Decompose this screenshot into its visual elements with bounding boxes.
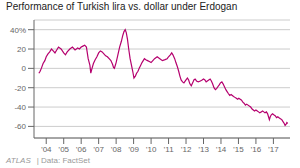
html-text:ATLAS: ATLAS (6, 156, 31, 165)
svg-text:’15: ’15 (233, 145, 244, 154)
svg-text:’08: ’08 (111, 145, 122, 154)
svg-text:’10: ’10 (146, 145, 157, 154)
svg-text:’09: ’09 (128, 145, 139, 154)
svg-text:’04: ’04 (41, 145, 52, 154)
svg-text:’06: ’06 (76, 145, 87, 154)
svg-text:0: 0 (22, 64, 27, 73)
svg-text:’05: ’05 (58, 145, 69, 154)
svg-text:’13: ’13 (198, 145, 209, 154)
svg-text:40%: 40% (10, 26, 26, 35)
svg-text:’14: ’14 (216, 145, 227, 154)
svg-text:’11: ’11 (164, 145, 175, 154)
svg-text:’17: ’17 (268, 145, 279, 154)
svg-text:’12: ’12 (181, 145, 192, 154)
html-text:| Data: FactSet: | Data: FactSet (36, 156, 90, 165)
svg-text:-60: -60 (14, 122, 26, 131)
svg-text:’16: ’16 (251, 145, 262, 154)
svg-text:20: 20 (17, 45, 26, 54)
svg-text:’07: ’07 (93, 145, 104, 154)
html-text:Performance of Turkish lira vs: Performance of Turkish lira vs. dollar u… (6, 1, 238, 12)
svg-text:-40: -40 (14, 103, 26, 112)
svg-text:-20: -20 (14, 84, 26, 93)
